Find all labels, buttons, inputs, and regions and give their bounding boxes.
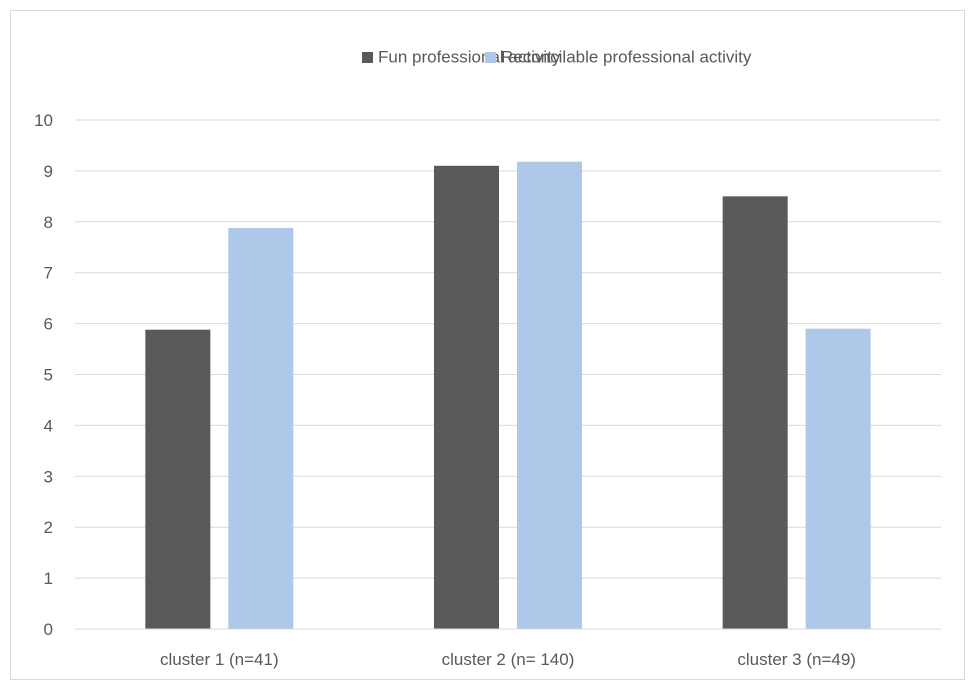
bar-reconcilable-cluster-1	[228, 227, 294, 629]
y-tick-label: 9	[44, 162, 53, 181]
bars	[145, 161, 871, 629]
y-tick-label: 5	[44, 366, 53, 385]
bar-fun-cluster-3	[722, 196, 788, 629]
legend: Fun professional activity Reconcilable p…	[362, 48, 752, 67]
legend-label-reconcilable: Reconcilable professional activity	[501, 48, 752, 67]
x-tick-label: cluster 2 (n= 140)	[442, 650, 575, 669]
gridlines	[75, 119, 941, 579]
y-tick-label: 7	[44, 264, 53, 283]
y-tick-label: 0	[44, 620, 53, 639]
y-tick-label: 3	[44, 467, 53, 486]
legend-label-fun: Fun professional activity	[378, 48, 561, 67]
y-tick-label: 2	[44, 518, 53, 537]
y-tick-label: 4	[44, 416, 53, 435]
y-axis-tick-labels: 0 1 2 3 4 5 6 7 8 9 10	[34, 111, 53, 639]
bar-fun-cluster-1	[145, 329, 211, 629]
bar-fun-cluster-2	[434, 165, 499, 629]
bar-reconcilable-cluster-3	[805, 328, 871, 629]
legend-swatch-fun	[362, 52, 373, 63]
y-tick-label: 1	[44, 569, 53, 588]
y-tick-label: 6	[44, 315, 53, 334]
y-tick-label: 8	[44, 213, 53, 232]
x-tick-label: cluster 3 (n=49)	[737, 650, 856, 669]
bar-reconcilable-cluster-2	[517, 161, 582, 629]
x-tick-label: cluster 1 (n=41)	[160, 650, 279, 669]
legend-swatch-reconcilable	[485, 52, 496, 63]
x-axis-tick-labels: cluster 1 (n=41) cluster 2 (n= 140) cluste…	[160, 650, 856, 669]
y-tick-label: 10	[34, 111, 53, 130]
